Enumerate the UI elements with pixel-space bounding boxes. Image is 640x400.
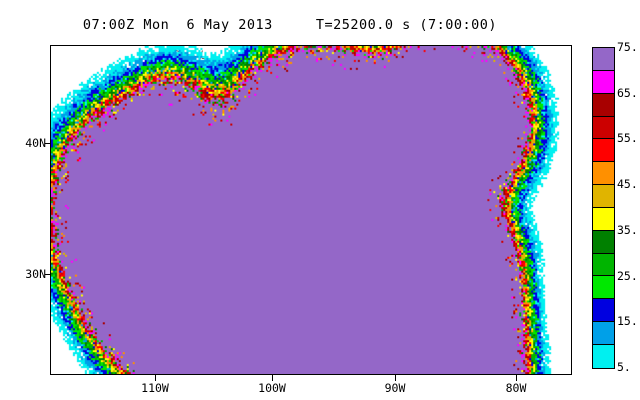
y-axis-label-40n: 40N bbox=[25, 136, 46, 150]
colorbar-band-30 bbox=[593, 253, 614, 277]
colorbar-band-50 bbox=[593, 162, 614, 186]
tick-lat-30n bbox=[45, 274, 51, 275]
colorbar-label-35: 35. bbox=[617, 222, 638, 237]
colorbar-band-75 bbox=[593, 48, 614, 71]
colorbar-band-70 bbox=[593, 70, 614, 94]
tick-lon-90w bbox=[395, 375, 396, 381]
colorbar-band-15 bbox=[593, 322, 614, 345]
x-axis-label-100w: 100W bbox=[258, 381, 286, 395]
colorbar-band-40 bbox=[593, 207, 614, 231]
colorbar-band-35 bbox=[593, 230, 614, 254]
radar-reflectivity-layer bbox=[51, 46, 571, 374]
tick-lon-100w bbox=[272, 375, 273, 381]
x-axis-label-90w: 90W bbox=[384, 381, 406, 395]
colorbar bbox=[592, 47, 615, 369]
colorbar-band-65 bbox=[593, 93, 614, 117]
y-axis-label-30n: 30N bbox=[25, 267, 46, 281]
colorbar-label-5: 5. bbox=[617, 360, 631, 374]
page-title: 07:00Z Mon 6 May 2013 T=25200.0 s (7:00:… bbox=[82, 17, 498, 33]
tick-lon-110w bbox=[155, 375, 156, 381]
colorbar-band-60 bbox=[593, 116, 614, 140]
colorbar-band-20 bbox=[593, 299, 614, 323]
colorbar-label-15: 15. bbox=[617, 314, 638, 329]
colorbar-band-45 bbox=[593, 185, 614, 208]
tick-lat-40n bbox=[45, 143, 51, 144]
colorbar-label-55: 55. bbox=[617, 131, 638, 146]
colorbar-label-25: 25. bbox=[617, 268, 638, 283]
colorbar-band-25 bbox=[593, 276, 614, 300]
colorbar-label-65: 65. bbox=[617, 85, 638, 100]
colorbar-label-75: 75. bbox=[617, 40, 638, 54]
colorbar-band-10 bbox=[593, 344, 614, 368]
x-axis-label-110w: 110W bbox=[141, 381, 169, 395]
tick-lon-80w bbox=[516, 375, 517, 381]
radar-map-plot bbox=[50, 45, 572, 375]
colorbar-band-55 bbox=[593, 139, 614, 163]
x-axis-label-80w: 80W bbox=[505, 381, 527, 395]
colorbar-label-45: 45. bbox=[617, 177, 638, 192]
